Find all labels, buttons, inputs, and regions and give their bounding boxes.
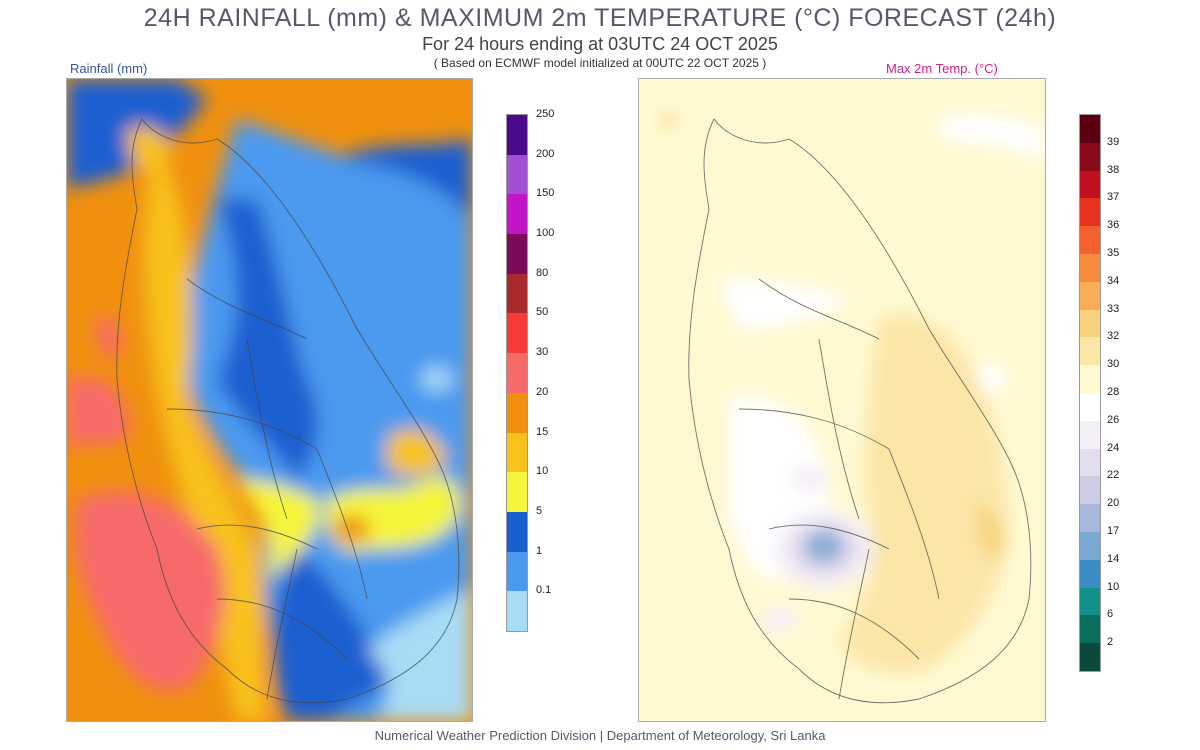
rainfall-map-graphic <box>67 79 472 721</box>
rainfall-colorbar <box>506 114 528 632</box>
footer-credit: Numerical Weather Prediction Division | … <box>374 728 826 743</box>
colorbar-tick-label: 14 <box>1107 552 1120 565</box>
colorbar-swatch <box>1080 142 1100 171</box>
colorbar-tick-label: 80 <box>536 266 549 279</box>
colorbar-swatch <box>1080 393 1100 421</box>
colorbar-swatch <box>507 154 527 195</box>
colorbar-swatch <box>1080 643 1100 671</box>
colorbar-tick-label: 33 <box>1107 302 1120 315</box>
colorbar-tick-label: 1 <box>536 544 543 557</box>
colorbar-swatch <box>1080 448 1100 477</box>
temperature-map-label: Max 2m Temp. (°C) <box>886 61 998 76</box>
colorbar-tick-label: 10 <box>536 465 549 478</box>
rainfall-map-label: Rainfall (mm) <box>70 61 148 76</box>
colorbar-swatch <box>507 392 527 433</box>
colorbar-swatch <box>1080 226 1100 254</box>
colorbar-tick-label: 37 <box>1107 191 1120 204</box>
temperature-map-graphic <box>639 79 1045 721</box>
colorbar-tick-label: 200 <box>536 147 555 160</box>
colorbar-swatch <box>1080 254 1100 282</box>
temperature-map <box>638 78 1046 722</box>
forecast-period: For 24 hours ending at 03UTC 24 OCT 2025 <box>422 34 778 54</box>
colorbar-tick-label: 26 <box>1107 413 1120 426</box>
model-note: ( Based on ECMWF model initialized at 00… <box>433 56 767 70</box>
colorbar-tick-label: 24 <box>1107 441 1120 454</box>
colorbar-swatch <box>507 591 527 631</box>
colorbar-tick-label: 150 <box>536 187 555 200</box>
colorbar-swatch <box>1080 115 1100 143</box>
chart-title: 24H RAINFALL (mm) & MAXIMUM 2m TEMPERATU… <box>143 4 1057 32</box>
colorbar-swatch <box>507 511 527 552</box>
colorbar-swatch <box>507 194 527 235</box>
colorbar-tick-label: 35 <box>1107 247 1120 259</box>
colorbar-tick-label: 20 <box>536 385 549 398</box>
colorbar-swatch <box>507 115 527 155</box>
colorbar-tick-label: 6 <box>1107 608 1114 621</box>
colorbar-tick-label: 2 <box>1107 636 1114 649</box>
colorbar-swatch <box>507 313 527 354</box>
colorbar-tick-label: 100 <box>536 227 555 240</box>
colorbar-swatch <box>1080 420 1100 449</box>
colorbar-swatch <box>1080 559 1100 588</box>
colorbar-swatch <box>507 353 527 393</box>
colorbar-swatch <box>1080 587 1100 616</box>
colorbar-tick-label: 36 <box>1107 219 1120 232</box>
colorbar-swatch <box>1080 504 1100 532</box>
colorbar-tick-label: 50 <box>536 306 549 319</box>
colorbar-tick-label: 30 <box>1107 358 1120 371</box>
colorbar-tick-label: 38 <box>1107 163 1120 176</box>
colorbar-swatch <box>1080 337 1100 366</box>
colorbar-tick-label: 10 <box>1107 580 1120 593</box>
colorbar-tick-label: 32 <box>1107 330 1120 343</box>
colorbar-tick-label: 5 <box>536 504 543 517</box>
colorbar-swatch <box>507 273 527 314</box>
colorbar-tick-label: 28 <box>1107 386 1120 398</box>
temperature-colorbar <box>1079 114 1101 672</box>
colorbar-swatch <box>507 551 527 592</box>
colorbar-tick-label: 22 <box>1107 469 1120 482</box>
colorbar-tick-label: 250 <box>536 108 555 120</box>
colorbar-swatch <box>1080 170 1100 199</box>
colorbar-tick-label: 15 <box>536 425 549 438</box>
colorbar-tick-label: 20 <box>1107 497 1120 510</box>
colorbar-tick-label: 17 <box>1107 525 1120 537</box>
colorbar-tick-label: 34 <box>1107 274 1120 287</box>
colorbar-swatch <box>1080 281 1100 310</box>
colorbar-tick-label: 0.1 <box>536 584 552 597</box>
colorbar-swatch <box>1080 365 1100 393</box>
colorbar-swatch <box>1080 198 1100 227</box>
colorbar-swatch <box>1080 309 1100 338</box>
colorbar-swatch <box>507 234 527 274</box>
colorbar-swatch <box>1080 532 1100 560</box>
colorbar-swatch <box>1080 615 1100 644</box>
colorbar-swatch <box>507 432 527 473</box>
rainfall-map <box>66 78 473 722</box>
colorbar-swatch <box>507 472 527 512</box>
colorbar-tick-label: 39 <box>1107 135 1120 148</box>
colorbar-tick-label: 30 <box>536 346 549 359</box>
colorbar-swatch <box>1080 476 1100 505</box>
